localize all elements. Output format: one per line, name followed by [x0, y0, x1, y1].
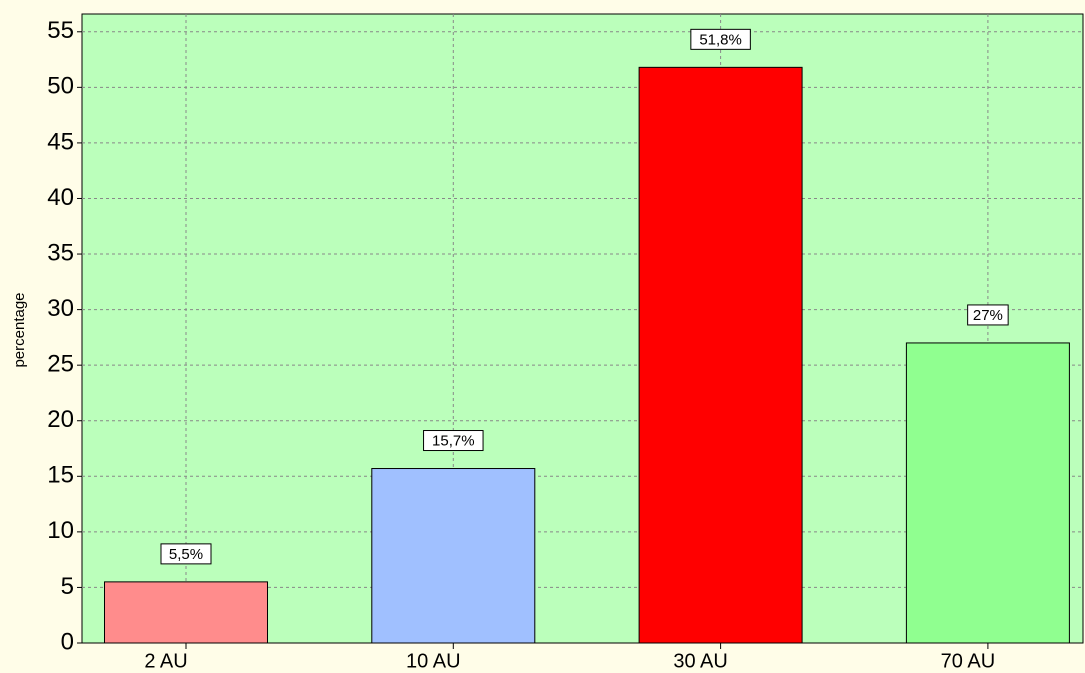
x-tick-label: 30 AU — [673, 650, 727, 672]
y-tick-label: 5 — [61, 573, 74, 600]
data-label: 15,7% — [432, 432, 475, 449]
y-axis-label: percentage — [11, 292, 28, 367]
y-tick-label: 50 — [47, 73, 74, 100]
bar — [371, 468, 536, 644]
bar — [638, 66, 803, 644]
y-tick-label: 0 — [61, 628, 74, 655]
y-tick-label: 15 — [47, 462, 74, 489]
x-tick-label: 70 AU — [941, 650, 995, 672]
bar — [905, 342, 1070, 644]
y-tick-label: 25 — [47, 351, 74, 378]
y-tick-label: 10 — [47, 517, 74, 544]
bar — [104, 581, 268, 644]
y-tick-label: 30 — [47, 295, 74, 322]
y-tick-label: 40 — [47, 184, 74, 211]
y-tick-label: 35 — [47, 239, 74, 266]
data-label-box — [967, 304, 1009, 326]
y-tick-label: 45 — [47, 128, 74, 155]
x-tick-label: 10 AU — [406, 650, 460, 672]
x-tick-label: 2 AU — [144, 650, 187, 672]
data-label-box — [690, 28, 751, 50]
data-label: 5,5% — [169, 546, 203, 563]
y-tick-label: 55 — [47, 17, 74, 44]
y-tick-label: 20 — [47, 406, 74, 433]
data-label-box — [160, 543, 212, 565]
data-label: 27% — [973, 307, 1003, 324]
data-label-box — [423, 430, 484, 452]
data-label: 51,8% — [699, 31, 742, 48]
